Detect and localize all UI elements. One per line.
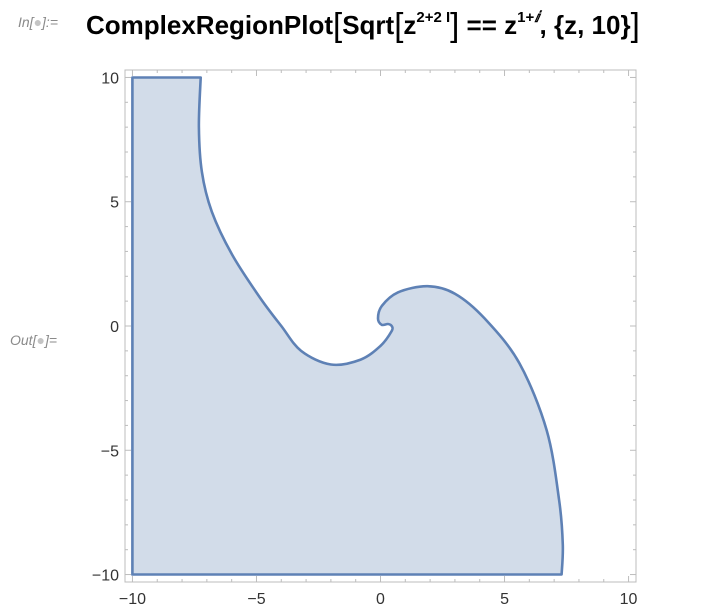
y-tick-label: 5 [110,195,119,212]
x-tick-label: −5 [247,591,265,608]
region-area [131,76,565,576]
x-tick-label: 0 [376,591,385,608]
y-tick-label: 0 [110,319,119,336]
input-code[interactable]: ComplexRegionPlot[Sqrt[z2+2 I] == z1+ⅈ, … [86,4,640,43]
cell-dot-icon: ● [33,14,43,30]
x-tick-label: −10 [119,591,146,608]
x-tick-label: 10 [620,591,638,608]
exponent-2-imaginary: ⅈ [534,9,540,26]
exponent-1-imaginary: I [445,9,451,26]
cell-dot-icon-out: ● [36,332,45,348]
input-label-suffix: ]:= [42,14,59,30]
base-z-1: z [403,10,417,40]
y-tick-label: 10 [101,70,119,87]
sqrt-name: Sqrt [342,10,395,40]
x-tick-label: 5 [500,591,509,608]
exponent-1-text: 2+2 [416,9,446,26]
close-bracket-inner: ] [450,6,460,43]
base-z-2: z [504,10,518,40]
final-bracket: ] [630,6,640,43]
y-tick-label: −5 [101,443,119,460]
output-cell-label: Out[●]= [10,332,57,348]
exponent-1: 2+2 I [416,9,450,26]
code-rest: , {z, 10} [539,10,631,40]
output-label-prefix: Out[ [10,332,37,348]
output-label-suffix: ]= [44,332,58,348]
y-tick-label: −10 [92,568,119,585]
input-label-prefix: In[ [18,14,34,30]
function-name: ComplexRegionPlot [86,10,334,40]
equals-operator: == [459,10,505,40]
exponent-2-text: 1+ [517,9,535,26]
exponent-2: 1+ⅈ [517,9,539,26]
open-bracket-inner: [ [394,6,404,43]
input-cell-label: In[●]:= [18,14,58,30]
open-bracket: [ [333,6,343,43]
